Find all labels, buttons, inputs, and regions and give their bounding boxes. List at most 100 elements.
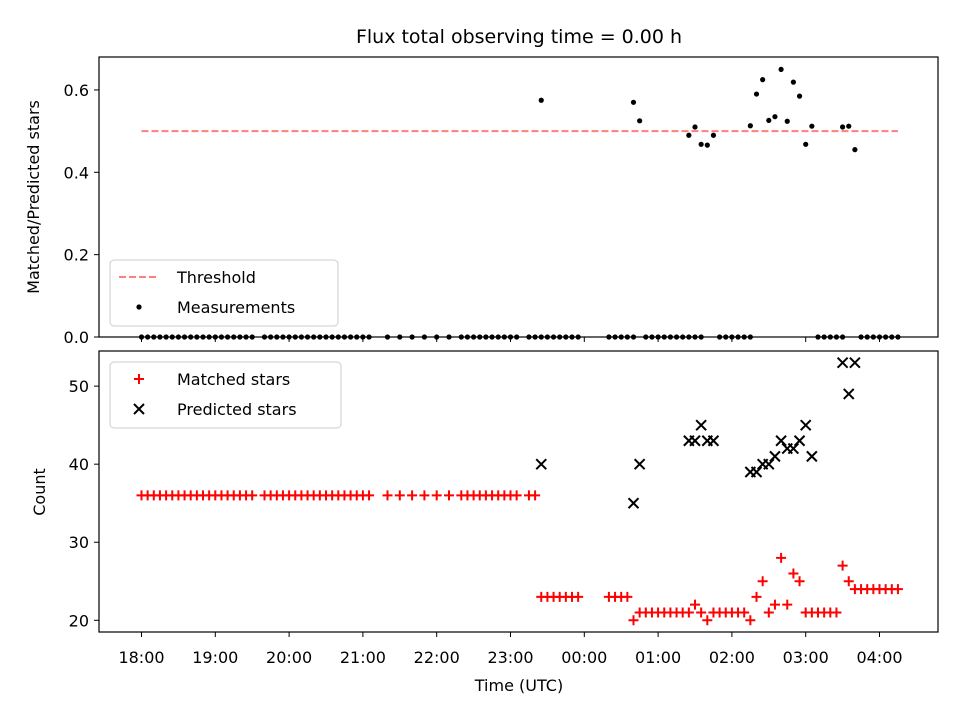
measurement-point bbox=[803, 141, 809, 147]
matched-star-point bbox=[696, 607, 707, 618]
measurement-point bbox=[809, 123, 815, 129]
x-tick-label: 01:00 bbox=[635, 648, 681, 667]
measurement-point bbox=[704, 142, 710, 148]
x-tick-label: 18:00 bbox=[118, 648, 164, 667]
predicted-star-point bbox=[627, 497, 640, 509]
predicted-stars-points bbox=[535, 357, 861, 509]
measurement-point bbox=[796, 93, 803, 99]
measurement-point bbox=[790, 79, 797, 85]
bottom-y-tick-label: 50 bbox=[69, 377, 89, 396]
matched-star-point bbox=[364, 490, 375, 501]
matched-star-point bbox=[763, 607, 774, 618]
legend-predicted-swatch bbox=[133, 403, 145, 415]
bottom-y-tick-label: 30 bbox=[69, 533, 89, 552]
legend-matched-label: Matched stars bbox=[177, 370, 290, 389]
predicted-star-point bbox=[695, 419, 707, 431]
top-axes-frame bbox=[98, 56, 939, 338]
matched-star-point bbox=[843, 576, 854, 587]
measurement-point bbox=[747, 123, 753, 129]
matched-star-point bbox=[573, 591, 584, 602]
measurement-point bbox=[637, 118, 643, 124]
chart-title: Flux total observing time = 0.00 h bbox=[356, 26, 682, 48]
matched-star-point bbox=[530, 490, 541, 501]
matched-star-point bbox=[702, 615, 713, 626]
predicted-star-point bbox=[799, 419, 812, 431]
matched-star-point bbox=[837, 560, 848, 571]
x-tick-label: 22:00 bbox=[414, 648, 460, 667]
x-axis-label: Time (UTC) bbox=[474, 676, 563, 695]
predicted-star-point bbox=[763, 458, 775, 470]
measurement-point bbox=[784, 118, 790, 124]
bottom-y-tick-label: 20 bbox=[69, 611, 89, 630]
measurement-point bbox=[766, 117, 772, 124]
predicted-star-point bbox=[535, 458, 547, 470]
measurement-point bbox=[753, 91, 760, 97]
matched-star-point bbox=[892, 584, 903, 595]
matched-star-point bbox=[782, 599, 793, 610]
measurement-point bbox=[760, 77, 766, 83]
legend-measurements-swatch bbox=[136, 304, 142, 310]
matched-star-point bbox=[628, 615, 639, 626]
x-tick-label: 20:00 bbox=[266, 648, 312, 667]
measurement-point bbox=[630, 99, 637, 105]
matched-star-point bbox=[382, 490, 393, 501]
matched-star-point bbox=[690, 599, 700, 610]
matched-star-point bbox=[407, 490, 418, 501]
bottom-y-axis-label: Count bbox=[30, 468, 49, 516]
measurement-point bbox=[840, 124, 846, 130]
bottom-y-tick-label: 40 bbox=[69, 455, 89, 474]
matched-star-point bbox=[247, 490, 258, 501]
matched-star-point bbox=[431, 490, 442, 501]
top-y-tick-label: 0.6 bbox=[64, 81, 89, 100]
predicted-star-point bbox=[849, 357, 861, 369]
predicted-star-point bbox=[707, 435, 720, 447]
predicted-star-point bbox=[836, 357, 849, 369]
bottom-legend-box bbox=[109, 361, 342, 429]
x-tick-label: 04:00 bbox=[856, 648, 902, 667]
matched-star-point bbox=[511, 490, 522, 501]
legend-threshold-label: Threshold bbox=[176, 268, 256, 287]
x-tick-label: 19:00 bbox=[192, 648, 238, 667]
matched-star-point bbox=[444, 490, 454, 501]
legend-measurements-label: Measurements bbox=[177, 298, 295, 317]
x-tick-label: 21:00 bbox=[340, 648, 386, 667]
top-y-tick-label: 0.0 bbox=[64, 328, 89, 347]
measurement-point bbox=[772, 114, 778, 120]
matched-star-point bbox=[831, 607, 842, 618]
predicted-star-point bbox=[689, 435, 701, 447]
matched-star-point bbox=[776, 552, 787, 563]
measurement-point bbox=[852, 147, 858, 153]
top-panel: 0.0 0.2 0.4 0.6 Matched/Predicted stars Thr… bbox=[24, 56, 939, 347]
matched-star-point bbox=[683, 607, 694, 618]
top-legend-box bbox=[109, 259, 339, 327]
top-y-tick-label: 0.4 bbox=[64, 163, 89, 182]
matched-star-point bbox=[751, 591, 762, 602]
x-tick-label: 00:00 bbox=[561, 648, 607, 667]
matched-star-point bbox=[757, 576, 768, 587]
matched-star-point bbox=[739, 607, 750, 618]
measurement-point bbox=[698, 141, 704, 147]
predicted-star-point bbox=[843, 388, 855, 400]
matched-star-point bbox=[769, 599, 780, 610]
bottom-y-ticks: 20 30 40 50 bbox=[69, 377, 99, 630]
matched-star-point bbox=[394, 490, 405, 501]
predicted-star-point bbox=[633, 458, 646, 470]
matched-star-point bbox=[745, 615, 756, 626]
x-tick-label: 23:00 bbox=[487, 648, 533, 667]
x-tick-label: 02:00 bbox=[709, 648, 755, 667]
predicted-star-point bbox=[787, 442, 800, 455]
measurement-point bbox=[778, 66, 784, 72]
matched-stars-points bbox=[136, 490, 903, 626]
predicted-star-point bbox=[769, 450, 781, 463]
bottom-legend: Matched stars Predicted stars bbox=[109, 361, 342, 429]
predicted-star-point bbox=[750, 466, 763, 478]
top-y-ticks: 0.0 0.2 0.4 0.6 bbox=[64, 81, 99, 347]
bottom-x-ticks: 18:00 19:00 20:00 21:00 22:00 23:00 00:00 01:00… bbox=[118, 632, 903, 667]
bottom-panel: 20 30 40 50 18:00 19:00 20:00 21:00 22:00 23:00 0… bbox=[30, 350, 939, 695]
bottom-axes-frame bbox=[98, 350, 939, 633]
top-y-axis-label: Matched/Predicted stars bbox=[24, 100, 43, 294]
top-y-tick-label: 0.2 bbox=[64, 246, 89, 265]
measurement-point bbox=[686, 132, 692, 138]
top-x-ticks bbox=[141, 337, 880, 342]
matched-star-point bbox=[788, 568, 799, 579]
